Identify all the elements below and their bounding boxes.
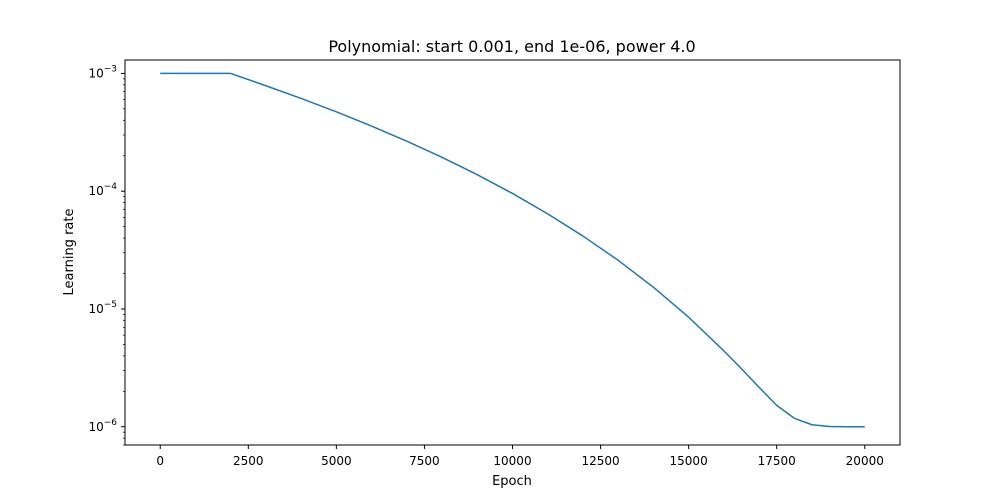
- x-tick-label: 0: [156, 454, 164, 468]
- x-tick-label: 12500: [581, 454, 619, 468]
- x-axis-label: Epoch: [492, 474, 532, 489]
- series-line-0: [160, 72, 865, 428]
- y-tick-exponent: −3: [104, 64, 117, 74]
- x-tick-label: 20000: [846, 454, 884, 468]
- y-tick-label: 10−4: [88, 182, 117, 198]
- chart-title: Polynomial: start 0.001, end 1e-06, powe…: [328, 37, 695, 56]
- y-tick-base: 10: [88, 420, 103, 434]
- y-tick-base: 10: [88, 184, 103, 198]
- x-tick-label: 10000: [493, 454, 531, 468]
- y-tick-base: 10: [88, 66, 103, 80]
- y-axis-ticks: 10−610−510−410−3: [88, 64, 125, 446]
- x-tick-label: 5000: [321, 454, 352, 468]
- y-tick-label: 10−5: [88, 300, 117, 316]
- x-tick-label: 15000: [670, 454, 708, 468]
- x-axis-ticks: 0 2500 5000 7500 10000 12500 15000 17500 20000: [156, 445, 884, 468]
- y-tick-base: 10: [88, 302, 103, 316]
- y-axis-label: Learning rate: [62, 209, 77, 296]
- axes-frame: [124, 59, 901, 446]
- y-tick-label: 10−6: [88, 418, 117, 434]
- y-tick-exponent: −4: [104, 182, 118, 192]
- y-tick-exponent: −6: [104, 418, 118, 428]
- x-tick-label: 17500: [758, 454, 796, 468]
- x-tick-label: 2500: [233, 454, 264, 468]
- y-tick-exponent: −5: [104, 300, 117, 310]
- series-layer: [160, 72, 865, 428]
- x-tick-label: 7500: [409, 454, 440, 468]
- y-tick-label: 10−3: [88, 64, 117, 80]
